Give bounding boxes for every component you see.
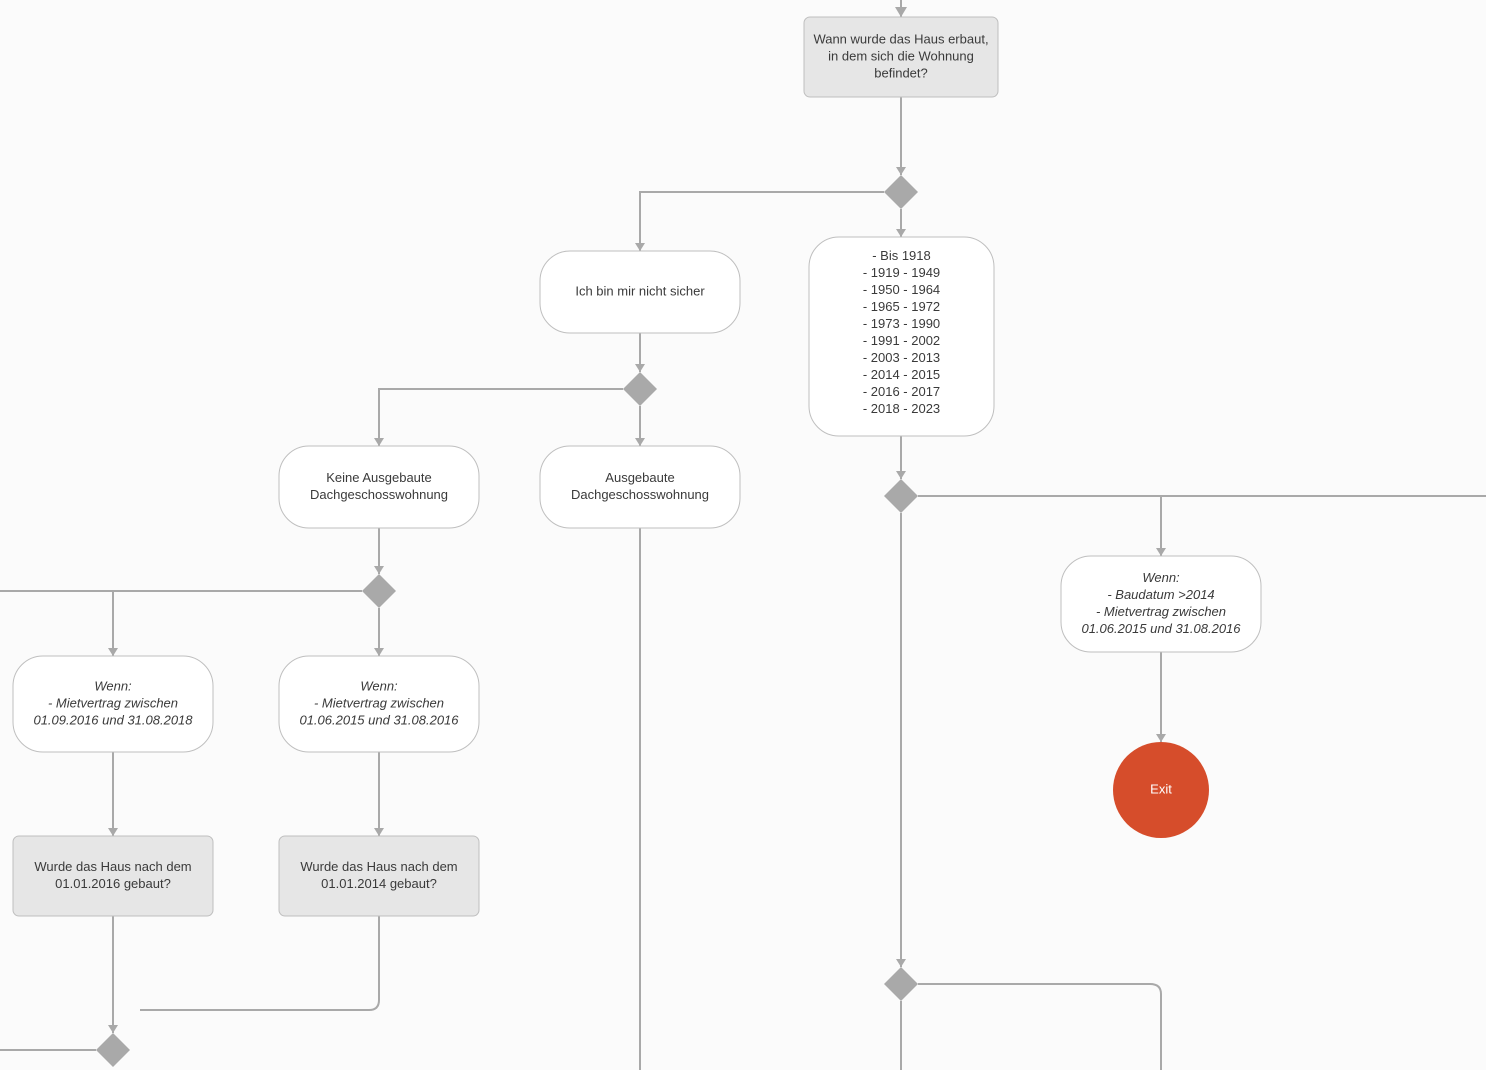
arrowhead (635, 243, 645, 251)
node-text: Wurde das Haus nach dem (300, 859, 457, 874)
edge (918, 496, 1161, 556)
arrowhead (374, 648, 384, 656)
arrowhead (896, 471, 906, 479)
node-text: Wenn: (94, 678, 132, 693)
decision-diamond (96, 1033, 130, 1067)
arrowhead (895, 7, 907, 17)
node-q_2014: Wurde das Haus nach dem 01.01.2014 gebaut… (279, 836, 479, 916)
node-text: Wenn: (1142, 570, 1180, 585)
node-text: 01.01.2016 gebaut? (55, 876, 171, 891)
node-text: Ausgebaute (605, 470, 674, 485)
node-text: - Baudatum >2014 (1107, 587, 1214, 602)
arrowhead (108, 828, 118, 836)
node-text: Wann wurde das Haus erbaut, (813, 31, 988, 46)
node-text: Keine Ausgebaute (326, 470, 432, 485)
arrowhead (374, 828, 384, 836)
decision-diamond (884, 479, 918, 513)
node-text: in dem sich die Wohnung (828, 48, 974, 63)
node-text: - 2016 - 2017 (863, 384, 940, 399)
node-jahre: - Bis 1918 - 1919 - 1949 - 1950 - 1964 - 19… (809, 237, 994, 436)
node-text: Ich bin mir nicht sicher (575, 283, 705, 298)
arrowhead (635, 438, 645, 446)
node-wenn_m: Wenn: - Mietvertrag zwischen 01.06.2015 un… (279, 656, 479, 752)
edges-layer (0, 0, 1486, 1070)
node-nicht_sicher: Ich bin mir nicht sicher (540, 251, 740, 333)
node-text: - 1919 - 1949 (863, 265, 940, 280)
node-wenn_l: Wenn: - Mietvertrag zwischen 01.09.2016 un… (13, 656, 213, 752)
node-text: - 2003 - 2013 (863, 350, 940, 365)
node-text: - 1950 - 1964 (863, 282, 940, 297)
edge (113, 591, 362, 656)
decision-diamond (362, 574, 396, 608)
node-text: Dachgeschosswohnung (310, 487, 448, 502)
node-wenn_r: Wenn: - Baudatum >2014 - Mietvertrag zwisc… (1061, 556, 1261, 652)
node-ausg_dg: Ausgebaute Dachgeschosswohnung (540, 446, 740, 528)
decision-diamond (884, 175, 918, 209)
edge (140, 916, 379, 1010)
node-text: Wenn: (360, 678, 398, 693)
node-text: - Bis 1918 (872, 248, 931, 263)
arrowhead (108, 1025, 118, 1033)
node-text: - 2014 - 2015 (863, 367, 940, 382)
node-text: 01.06.2015 und 31.08.2016 (1081, 621, 1241, 636)
node-text: 01.09.2016 und 31.08.2018 (33, 712, 193, 727)
arrowhead (1156, 548, 1166, 556)
node-text: 01.06.2015 und 31.08.2016 (299, 712, 459, 727)
arrowhead (374, 438, 384, 446)
edge (918, 984, 1161, 1070)
node-text: - Mietvertrag zwischen (48, 695, 178, 710)
arrowhead (1156, 734, 1166, 742)
node-text: - 1965 - 1972 (863, 299, 940, 314)
node-text: - Mietvertrag zwischen (314, 695, 444, 710)
node-text: Exit (1150, 781, 1172, 796)
node-q_haus: Wann wurde das Haus erbaut, in dem sich d… (804, 17, 998, 97)
decision-diamond (623, 372, 657, 406)
arrowhead (374, 566, 384, 574)
node-exit: Exit (1113, 742, 1209, 838)
node-text: - Mietvertrag zwischen (1096, 604, 1226, 619)
arrowhead (896, 959, 906, 967)
edge (379, 389, 623, 446)
node-text: - 2018 - 2023 (863, 401, 940, 416)
arrowhead (896, 167, 906, 175)
node-text: befindet? (874, 65, 928, 80)
node-text: Wurde das Haus nach dem (34, 859, 191, 874)
arrowhead (896, 229, 906, 237)
node-text: - 1991 - 2002 (863, 333, 940, 348)
arrowhead (108, 648, 118, 656)
node-text: - 1973 - 1990 (863, 316, 940, 331)
decision-diamond (884, 967, 918, 1001)
node-q_2016: Wurde das Haus nach dem 01.01.2016 gebaut… (13, 836, 213, 916)
node-keine_dg: Keine Ausgebaute Dachgeschosswohnung (279, 446, 479, 528)
node-text: Dachgeschosswohnung (571, 487, 709, 502)
node-text: 01.01.2014 gebaut? (321, 876, 437, 891)
arrowhead (635, 364, 645, 372)
